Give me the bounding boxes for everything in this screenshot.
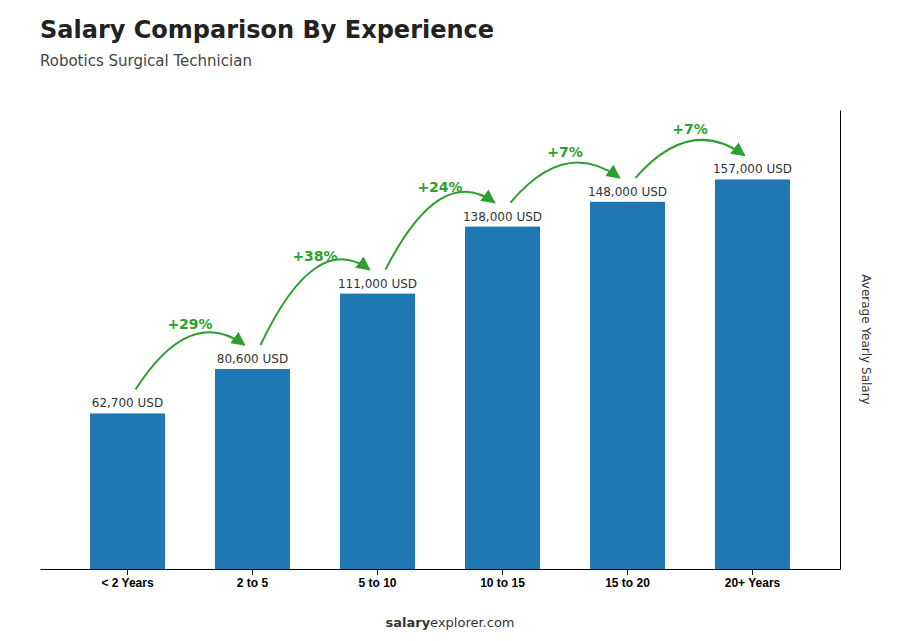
change-label: +7% (547, 144, 583, 160)
x-axis-line (41, 569, 841, 570)
x-axis: < 2 Years 2 to 5 5 to 10 10 to 15 15 to 20 20… (41, 569, 841, 590)
data-label: 138,000 USD (463, 210, 542, 224)
change-arrow (511, 163, 620, 203)
y-axis-title: Average Yearly Salary (859, 274, 873, 404)
footer: salaryexplorer.com (385, 615, 514, 630)
title: Salary Comparison By Experience (40, 16, 494, 44)
x-tick-mark (252, 569, 253, 575)
y-axis (840, 111, 841, 570)
data-label: 148,000 USD (588, 185, 667, 199)
data-labels: 62,700 USD 80,600 USD 111,000 USD 138,000 U… (92, 162, 792, 410)
x-tick-label: 10 to 15 (480, 576, 525, 590)
data-label: 80,600 USD (217, 352, 288, 366)
footer-part: explorer.com (430, 615, 514, 630)
annotations: +29% +38% +24% +7% +7% (136, 121, 745, 389)
change-label: +24% (417, 179, 462, 195)
x-tick-label: 20+ Years (725, 576, 781, 590)
change-arrow (136, 332, 245, 389)
subtitle: Robotics Surgical Technician (40, 52, 252, 70)
x-tick: < 2 Years (101, 569, 153, 590)
change-arrow (636, 140, 745, 178)
bar (340, 294, 415, 569)
x-tick-mark (127, 569, 128, 575)
change-arrow (386, 192, 495, 270)
x-tick: 20+ Years (725, 569, 781, 590)
x-tick-label: 5 to 10 (358, 576, 396, 590)
data-label: 62,700 USD (92, 396, 163, 410)
bar (590, 202, 665, 569)
bar (90, 413, 165, 569)
change-arrow (261, 259, 370, 345)
x-tick-mark (502, 569, 503, 575)
x-tick-mark (377, 569, 378, 575)
x-tick-mark (627, 569, 628, 575)
change-label: +7% (672, 121, 708, 137)
bar (215, 369, 290, 569)
change-label: +29% (167, 316, 212, 332)
bar (465, 227, 540, 569)
data-label: 111,000 USD (338, 277, 417, 291)
x-tick-label: 2 to 5 (237, 576, 269, 590)
data-label: 157,000 USD (713, 162, 792, 176)
change-label: +38% (292, 248, 337, 264)
bars (90, 179, 790, 569)
x-tick: 15 to 20 (605, 569, 650, 590)
x-tick-mark (752, 569, 753, 575)
y-axis-line (840, 111, 841, 570)
x-tick: 5 to 10 (358, 569, 396, 590)
x-tick: 10 to 15 (480, 569, 525, 590)
footer-part: salary (385, 615, 430, 630)
x-tick-label: 15 to 20 (605, 576, 650, 590)
chart-container: Salary Comparison By Experience Robotics … (0, 0, 900, 641)
x-tick-label: < 2 Years (101, 576, 153, 590)
chart-svg: Salary Comparison By Experience Robotics … (0, 0, 900, 641)
bar (715, 179, 790, 569)
x-tick: 2 to 5 (237, 569, 269, 590)
